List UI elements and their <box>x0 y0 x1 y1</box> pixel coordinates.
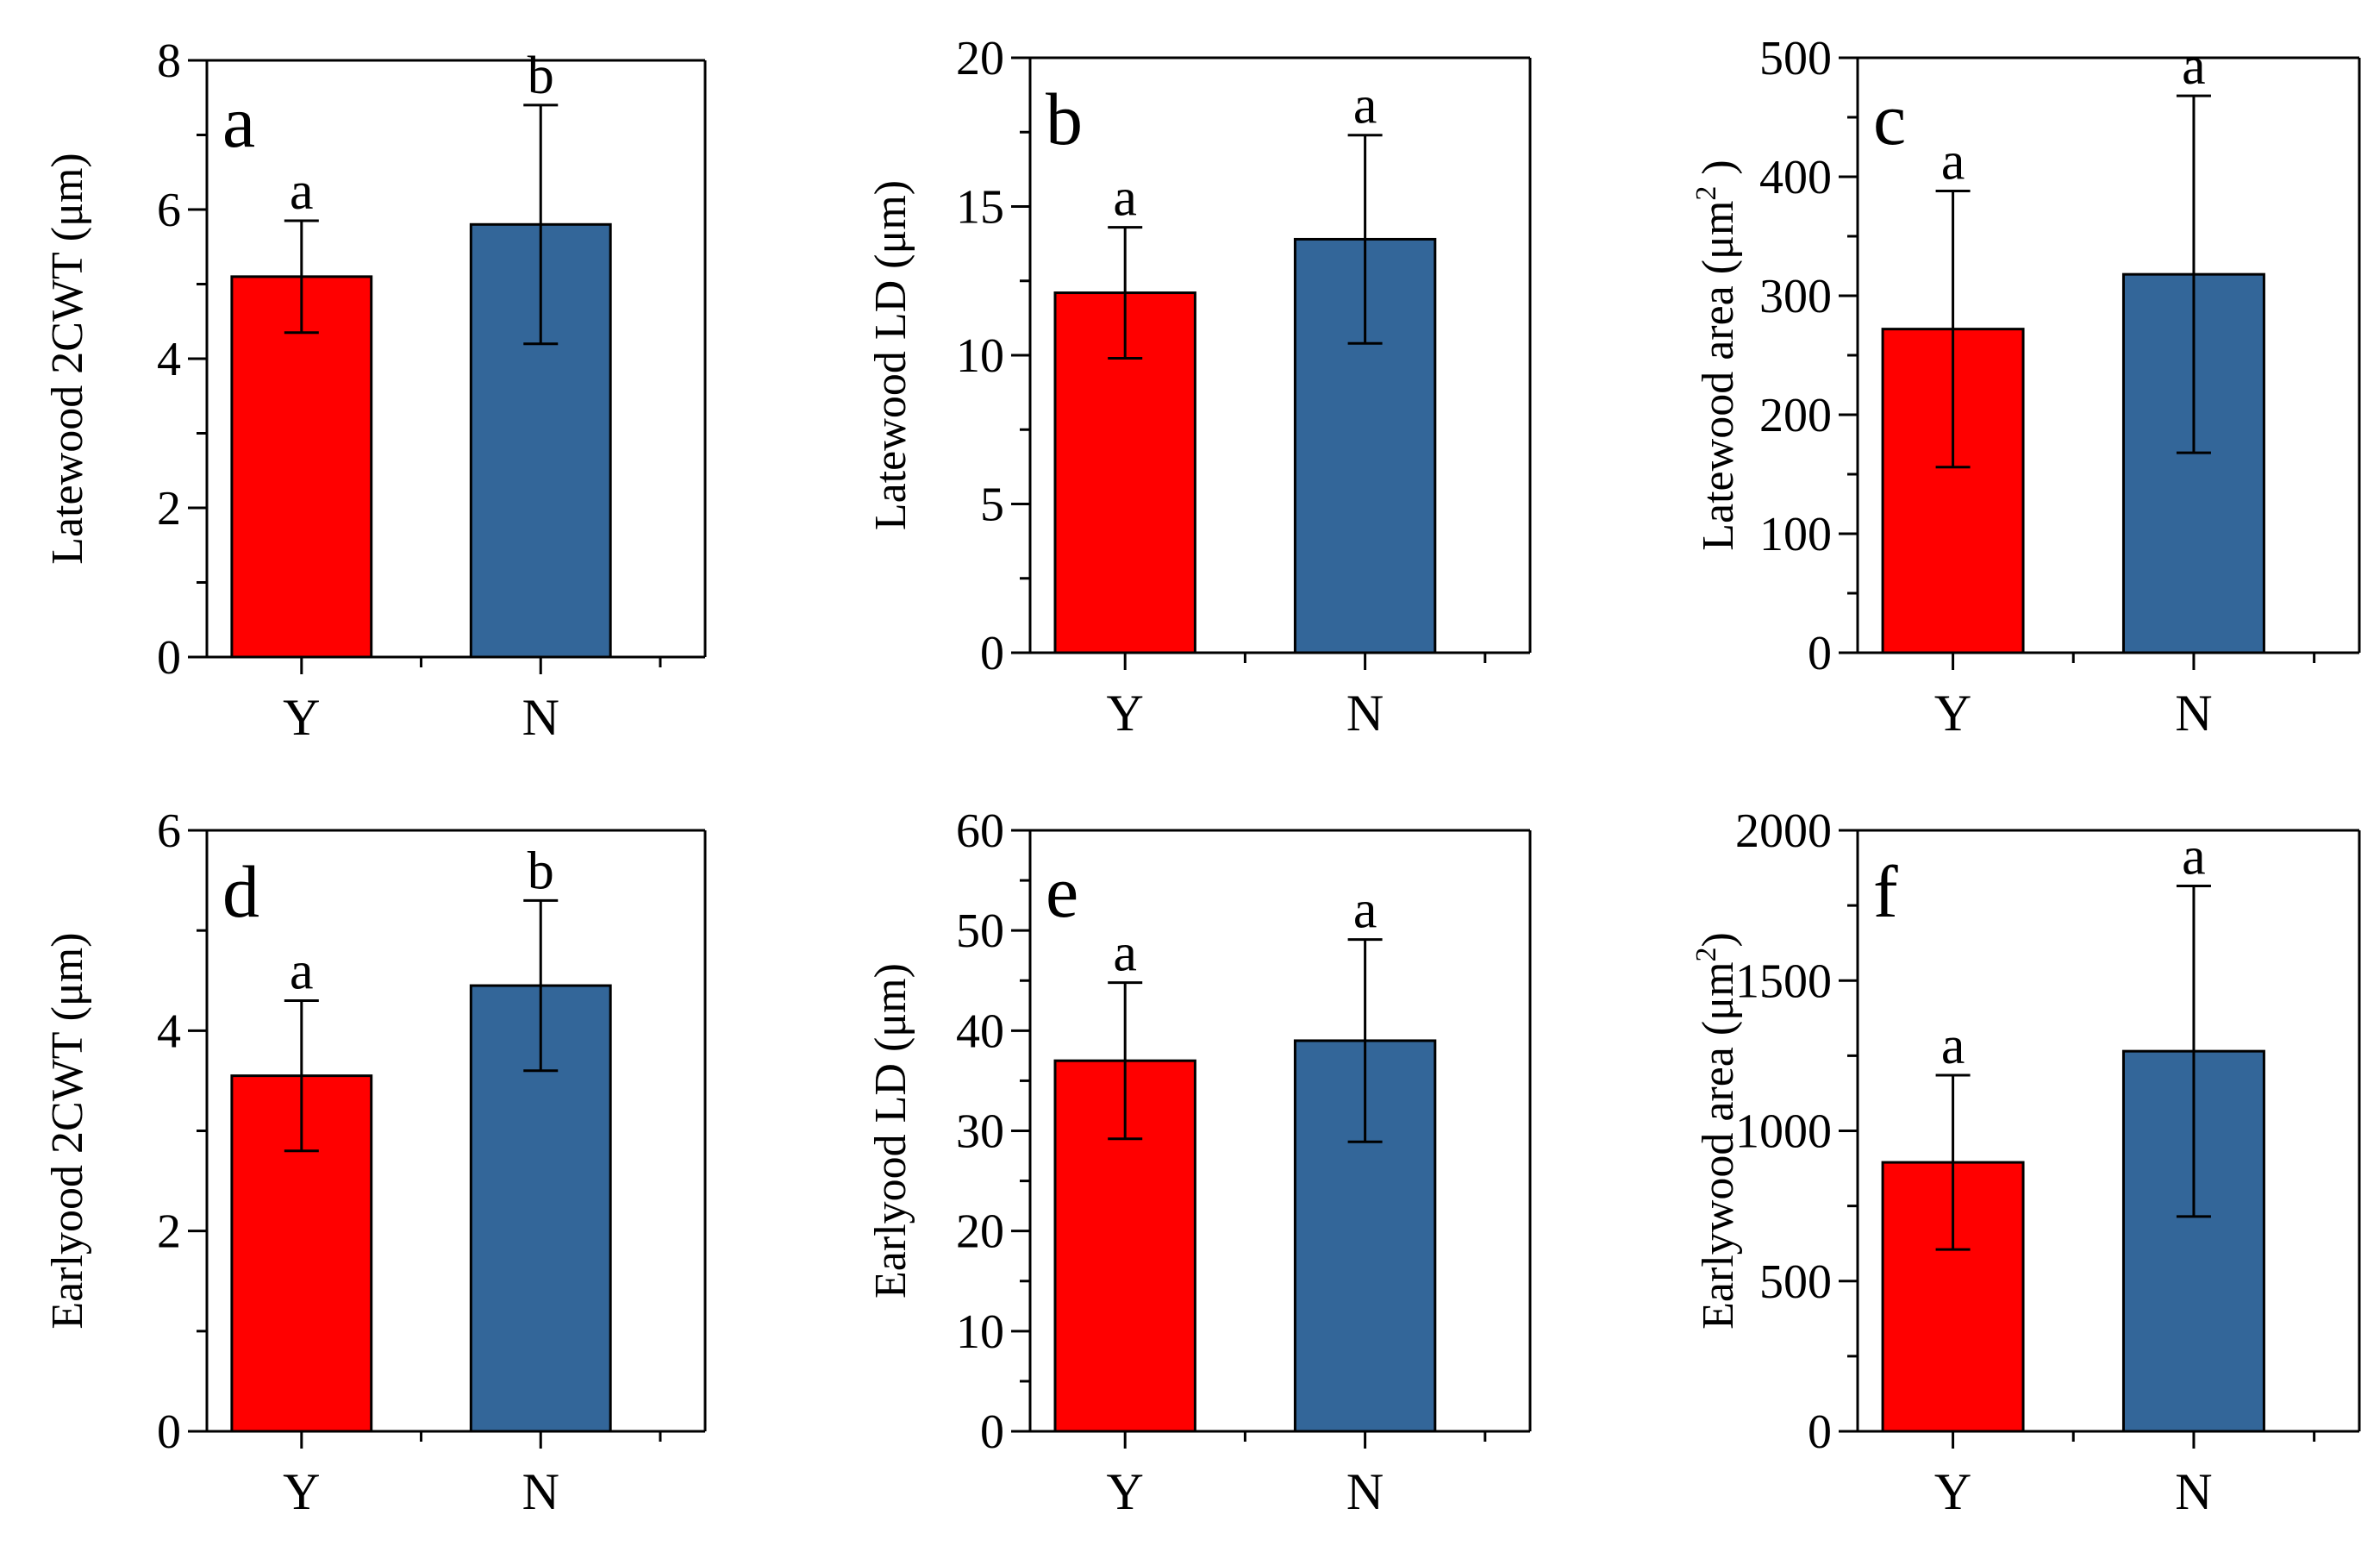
y-tick-label: 500 <box>1759 1255 1832 1309</box>
y-tick-label: 8 <box>157 34 181 88</box>
significance-letter: a <box>1113 924 1137 983</box>
panel-f: a a 0 500 1000 1500 2000 Y Nf Earlywood area (μm2… <box>1690 804 2361 1520</box>
significance-letter: a <box>1353 881 1377 940</box>
significance-letter: a <box>1941 133 1965 191</box>
y-tick-label: 15 <box>956 181 1004 235</box>
panel-letter: b <box>1046 78 1083 160</box>
y-tick-label: 20 <box>956 32 1004 85</box>
panel-letter: c <box>1873 78 1906 160</box>
y-tick-label: 0 <box>980 627 1004 680</box>
x-tick-label-y: Y <box>283 689 320 746</box>
y-tick-label: 20 <box>956 1205 1004 1259</box>
y-tick-label: 0 <box>980 1405 1004 1459</box>
y-axis-label: Latewood area (μm2 ) <box>1690 160 1743 550</box>
panel-a: a b 0 2 4 6 8 Y Na Latewood 2CWT (μm) <box>43 34 707 746</box>
y-tick-label: 5 <box>980 479 1004 532</box>
y-tick-label: 2000 <box>1735 804 1832 858</box>
y-tick-label: 1000 <box>1735 1105 1832 1159</box>
y-tick-label: 30 <box>956 1105 1004 1159</box>
y-axis-label: Earlyood 2CWT (μm) <box>43 932 92 1329</box>
y-tick-label: 2 <box>157 1205 181 1259</box>
y-tick-label: 0 <box>157 631 181 685</box>
y-tick-label: 300 <box>1759 270 1832 323</box>
significance-letter: a <box>290 162 314 221</box>
y-axis-label-text: Earlyood 2CWT (μm) <box>43 932 92 1329</box>
y-axis-label: Latewood 2CWT (μm) <box>43 153 92 564</box>
y-tick-label: 0 <box>157 1405 181 1459</box>
y-tick-label: 400 <box>1759 151 1832 204</box>
y-tick-label: 50 <box>956 904 1004 958</box>
significance-letter: a <box>290 942 314 1000</box>
y-axis-label: Earlyood LD (μm) <box>866 963 915 1299</box>
significance-letter: a <box>1353 77 1377 135</box>
x-tick-label-n: N <box>2175 1463 2212 1520</box>
y-tick-label: 2 <box>157 482 181 535</box>
y-axis-label: Earlywood area (μm2) <box>1690 932 1743 1330</box>
x-tick-label-y: Y <box>1107 685 1144 742</box>
y-axis-label-superscript: 2 <box>1690 186 1722 201</box>
significance-letter: a <box>2182 37 2206 96</box>
y-axis-label-end: ) <box>1694 932 1743 947</box>
significance-letter: a <box>1113 169 1137 228</box>
y-tick-label: 10 <box>956 1305 1004 1359</box>
y-tick-label: 60 <box>956 804 1004 858</box>
panel-d: a b 0 2 4 6 Y Nd Earlyood 2CWT (μm) <box>43 804 707 1520</box>
y-tick-label: 10 <box>956 329 1004 383</box>
significance-letter: a <box>1941 1017 1965 1075</box>
y-axis-label-superscript: 2 <box>1690 947 1722 961</box>
panel-letter: e <box>1046 850 1078 933</box>
y-tick-label: 1500 <box>1735 955 1832 1008</box>
x-tick-label-y: Y <box>283 1463 320 1520</box>
x-tick-label-n: N <box>2175 685 2212 742</box>
y-axis-label-text: Latewood LD (μm) <box>866 180 915 530</box>
bar-y <box>230 275 373 659</box>
x-tick-label-n: N <box>1346 1463 1384 1520</box>
x-tick-label-n: N <box>522 1463 559 1520</box>
x-tick-label-n: N <box>1346 685 1384 742</box>
significance-letter: b <box>528 842 554 900</box>
panel-letter: f <box>1873 850 1898 933</box>
y-axis-label-end: ) <box>1694 160 1743 185</box>
y-axis-label-text: Latewood area (μm <box>1694 201 1743 551</box>
significance-letter: a <box>2182 827 2206 886</box>
y-axis-label: Latewood LD (μm) <box>866 180 915 530</box>
y-tick-label: 6 <box>157 184 181 237</box>
y-tick-label: 4 <box>157 333 181 386</box>
y-tick-label: 500 <box>1759 32 1832 85</box>
y-tick-label: 4 <box>157 1005 181 1058</box>
y-tick-label: 0 <box>1808 1405 1832 1459</box>
significance-letter: b <box>528 47 554 105</box>
panel-e: a a 0 10 20 30 40 50 60 Y Ne Earlyood LD (μm) <box>866 804 1532 1520</box>
y-tick-label: 100 <box>1759 508 1832 561</box>
x-tick-label-n: N <box>522 689 559 746</box>
panel-letter: d <box>222 850 259 933</box>
y-tick-label: 0 <box>1808 627 1832 680</box>
y-tick-label: 6 <box>157 804 181 858</box>
panel-c: a a 0 100 200 300 400 500 Y Nc Latewood area (μm2 … <box>1690 32 2361 742</box>
x-tick-label-y: Y <box>1934 685 1971 742</box>
x-tick-label-y: Y <box>1107 1463 1144 1520</box>
y-axis-label-text: Latewood 2CWT (μm) <box>43 153 92 564</box>
y-tick-label: 40 <box>956 1005 1004 1058</box>
panel-letter: a <box>222 80 255 163</box>
y-tick-label: 200 <box>1759 389 1832 442</box>
y-axis-label-text: Earlywood area (μm <box>1694 961 1743 1329</box>
x-tick-label-y: Y <box>1934 1463 1971 1520</box>
panel-b: a a 0 5 10 15 20 Y Nb Latewood LD (μm) <box>866 32 1532 742</box>
y-axis-label-text: Earlyood LD (μm) <box>866 963 915 1299</box>
